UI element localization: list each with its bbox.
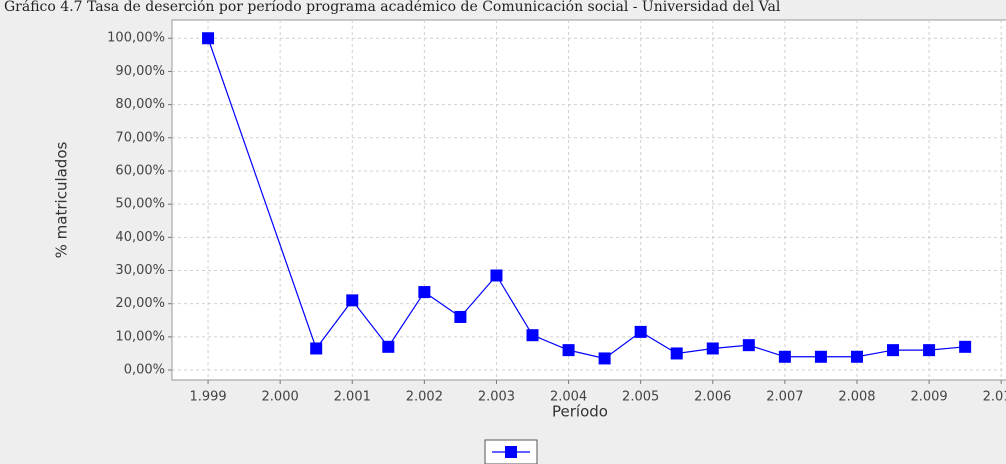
y-tick-label: 30,00% bbox=[115, 263, 165, 278]
x-axis-label: Período bbox=[552, 403, 608, 421]
point-marker bbox=[923, 344, 936, 357]
x-tick-label: 2.000 bbox=[262, 390, 299, 405]
y-tick-label: 0,00% bbox=[124, 363, 165, 378]
x-tick-label: 1.999 bbox=[189, 390, 226, 405]
point-marker bbox=[454, 310, 467, 323]
point-marker bbox=[202, 32, 215, 45]
y-tick-label: 10,00% bbox=[115, 329, 165, 344]
x-tick-label: 2.007 bbox=[766, 390, 803, 405]
x-tick-label: 2.006 bbox=[694, 390, 731, 405]
y-tick-label: 20,00% bbox=[115, 296, 165, 311]
point-marker bbox=[778, 350, 791, 363]
point-marker bbox=[526, 329, 539, 342]
point-marker bbox=[959, 340, 972, 353]
y-tick-label: 100,00% bbox=[107, 31, 165, 46]
x-tick-label: 2.001 bbox=[334, 390, 371, 405]
x-tick-label: 2.005 bbox=[622, 390, 659, 405]
y-tick-label: 40,00% bbox=[115, 230, 165, 245]
x-tick-label: 2.009 bbox=[910, 390, 947, 405]
point-marker bbox=[382, 340, 395, 353]
point-marker bbox=[887, 344, 900, 357]
point-marker bbox=[418, 286, 431, 299]
point-marker bbox=[634, 325, 647, 338]
x-tick-label: 2.002 bbox=[406, 390, 443, 405]
point-marker bbox=[814, 350, 827, 363]
x-tick-label: 2.010 bbox=[983, 390, 1006, 405]
point-marker bbox=[490, 269, 503, 282]
point-marker bbox=[706, 342, 719, 355]
y-axis-label: % matriculados bbox=[53, 141, 71, 258]
legend-marker bbox=[505, 446, 517, 458]
point-marker bbox=[310, 342, 323, 355]
x-tick-label: 2.003 bbox=[478, 390, 515, 405]
x-tick-label: 2.008 bbox=[838, 390, 875, 405]
plot-area bbox=[171, 19, 1006, 381]
x-tick-label: 2.004 bbox=[550, 390, 587, 405]
y-tick-label: 90,00% bbox=[115, 64, 165, 79]
series-line bbox=[207, 38, 966, 360]
y-tick-label: 70,00% bbox=[115, 130, 165, 145]
y-tick-label: 50,00% bbox=[115, 197, 165, 212]
point-marker bbox=[670, 347, 683, 360]
point-marker bbox=[850, 350, 863, 363]
y-tick-label: 60,00% bbox=[115, 163, 165, 178]
point-marker bbox=[742, 339, 755, 352]
chart-title: Gráfico 4.7 Tasa de deserción por períod… bbox=[4, 0, 781, 15]
point-marker bbox=[598, 352, 611, 365]
y-tick-label: 80,00% bbox=[115, 97, 165, 112]
point-marker bbox=[346, 294, 359, 307]
point-marker bbox=[562, 344, 575, 357]
